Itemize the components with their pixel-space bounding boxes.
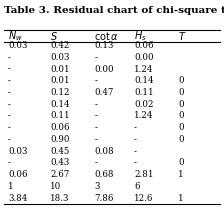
Text: 0.13: 0.13 bbox=[94, 41, 114, 50]
Text: -: - bbox=[134, 147, 137, 156]
Text: 0.00: 0.00 bbox=[94, 65, 114, 73]
Text: -: - bbox=[8, 123, 11, 132]
Text: -: - bbox=[8, 112, 11, 121]
Text: 0.47: 0.47 bbox=[94, 88, 114, 97]
Text: -: - bbox=[8, 76, 11, 85]
Text: 18.3: 18.3 bbox=[50, 194, 69, 202]
Text: -: - bbox=[8, 65, 11, 73]
Text: 1: 1 bbox=[178, 194, 184, 202]
Text: 6: 6 bbox=[134, 182, 140, 191]
Text: 0.06: 0.06 bbox=[50, 123, 70, 132]
Text: -: - bbox=[94, 135, 97, 144]
Text: $N_{w}$: $N_{w}$ bbox=[8, 29, 23, 43]
Text: 0.11: 0.11 bbox=[134, 88, 154, 97]
Text: 0.01: 0.01 bbox=[50, 76, 70, 85]
Text: 0.45: 0.45 bbox=[50, 147, 69, 156]
Text: 0.06: 0.06 bbox=[134, 41, 154, 50]
Text: -: - bbox=[8, 88, 11, 97]
Text: 0: 0 bbox=[178, 100, 184, 109]
Text: 0.06: 0.06 bbox=[8, 170, 28, 179]
Text: -: - bbox=[134, 123, 137, 132]
Text: 0.42: 0.42 bbox=[50, 41, 69, 50]
Text: -: - bbox=[8, 158, 11, 167]
Text: 0.03: 0.03 bbox=[8, 41, 27, 50]
Text: -: - bbox=[8, 100, 11, 109]
Text: 0.90: 0.90 bbox=[50, 135, 70, 144]
Text: 0.14: 0.14 bbox=[50, 100, 70, 109]
Text: 0.68: 0.68 bbox=[94, 170, 114, 179]
Text: 0: 0 bbox=[178, 112, 184, 121]
Text: 1: 1 bbox=[8, 182, 14, 191]
Text: 1.24: 1.24 bbox=[134, 65, 153, 73]
Text: 0.01: 0.01 bbox=[50, 65, 70, 73]
Text: 0.00: 0.00 bbox=[134, 53, 154, 62]
Text: 0: 0 bbox=[178, 158, 184, 167]
Text: 0.08: 0.08 bbox=[94, 147, 114, 156]
Text: 0.12: 0.12 bbox=[50, 88, 70, 97]
Text: 10: 10 bbox=[50, 182, 61, 191]
Text: 2.81: 2.81 bbox=[134, 170, 154, 179]
Text: 0: 0 bbox=[178, 76, 184, 85]
Text: 2.67: 2.67 bbox=[50, 170, 69, 179]
Text: -: - bbox=[94, 123, 97, 132]
Text: 0.43: 0.43 bbox=[50, 158, 69, 167]
Text: -: - bbox=[94, 112, 97, 121]
Text: 0: 0 bbox=[178, 123, 184, 132]
Text: -: - bbox=[8, 53, 11, 62]
Text: -: - bbox=[134, 158, 137, 167]
Text: $H_s$: $H_s$ bbox=[134, 29, 147, 43]
Text: 3.84: 3.84 bbox=[8, 194, 27, 202]
Text: 1.24: 1.24 bbox=[134, 112, 153, 121]
Text: -: - bbox=[94, 158, 97, 167]
Text: -: - bbox=[94, 100, 97, 109]
Text: -: - bbox=[94, 53, 97, 62]
Text: 0.03: 0.03 bbox=[8, 147, 27, 156]
Text: 0.03: 0.03 bbox=[50, 53, 69, 62]
Text: 0.11: 0.11 bbox=[50, 112, 70, 121]
Text: Table 3. Residual chart of chi-square tests.: Table 3. Residual chart of chi-square te… bbox=[4, 6, 224, 15]
Text: $\cot\alpha$: $\cot\alpha$ bbox=[94, 30, 119, 42]
Text: -: - bbox=[134, 135, 137, 144]
Text: 0: 0 bbox=[178, 88, 184, 97]
Text: 3: 3 bbox=[94, 182, 100, 191]
Text: $T$: $T$ bbox=[178, 30, 187, 42]
Text: 0.14: 0.14 bbox=[134, 76, 154, 85]
Text: -: - bbox=[94, 76, 97, 85]
Text: 7.86: 7.86 bbox=[94, 194, 114, 202]
Text: 0: 0 bbox=[178, 135, 184, 144]
Text: 1: 1 bbox=[178, 170, 184, 179]
Text: 12.6: 12.6 bbox=[134, 194, 153, 202]
Text: -: - bbox=[8, 135, 11, 144]
Text: $S$: $S$ bbox=[50, 30, 58, 42]
Text: 0.02: 0.02 bbox=[134, 100, 154, 109]
